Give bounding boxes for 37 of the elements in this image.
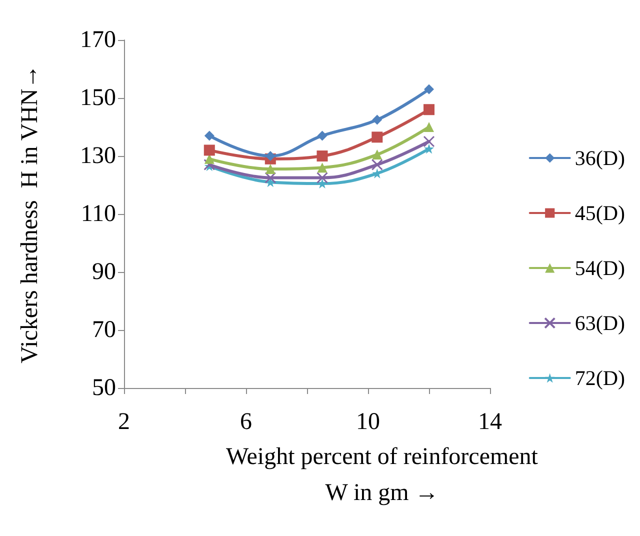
x-tick-label: 2 (118, 409, 130, 435)
point (204, 158, 216, 170)
y-tick-label: 150 (80, 85, 116, 111)
legend-label: 72(D) (574, 366, 626, 390)
point (265, 164, 276, 174)
point (204, 144, 215, 156)
legend-label: 36(D) (574, 146, 626, 170)
legend-label: 45(D) (574, 201, 626, 225)
y-tick-label: 130 (80, 143, 116, 169)
point (423, 136, 435, 148)
y-tick-label: 170 (80, 27, 116, 53)
legend-label: 54(D) (574, 256, 626, 280)
point (265, 151, 276, 161)
point (317, 130, 328, 141)
point (316, 172, 328, 184)
x-axis-title: Weight percent of reinforcement W in gm → (226, 444, 538, 506)
point (317, 162, 328, 173)
x-tick-label: 14 (478, 409, 502, 435)
y-axis-title: Vickers hardness H in VHN→ (17, 64, 43, 364)
point (264, 172, 276, 184)
point (371, 158, 383, 170)
point (424, 84, 434, 94)
y-tick-label: 50 (92, 375, 116, 401)
point (316, 150, 328, 162)
legend-label: 63(D) (574, 311, 626, 335)
y-tick-label: 90 (92, 259, 116, 285)
y-tick-label: 70 (92, 317, 116, 343)
point (424, 104, 434, 116)
y-tick-label: 110 (80, 201, 116, 227)
point (372, 114, 382, 125)
point (372, 132, 383, 143)
point (424, 122, 434, 132)
x-tick-label: 6 (240, 409, 252, 435)
point (204, 130, 214, 141)
point (424, 144, 434, 154)
point (372, 150, 382, 160)
x-tick-label: 10 (356, 409, 380, 435)
